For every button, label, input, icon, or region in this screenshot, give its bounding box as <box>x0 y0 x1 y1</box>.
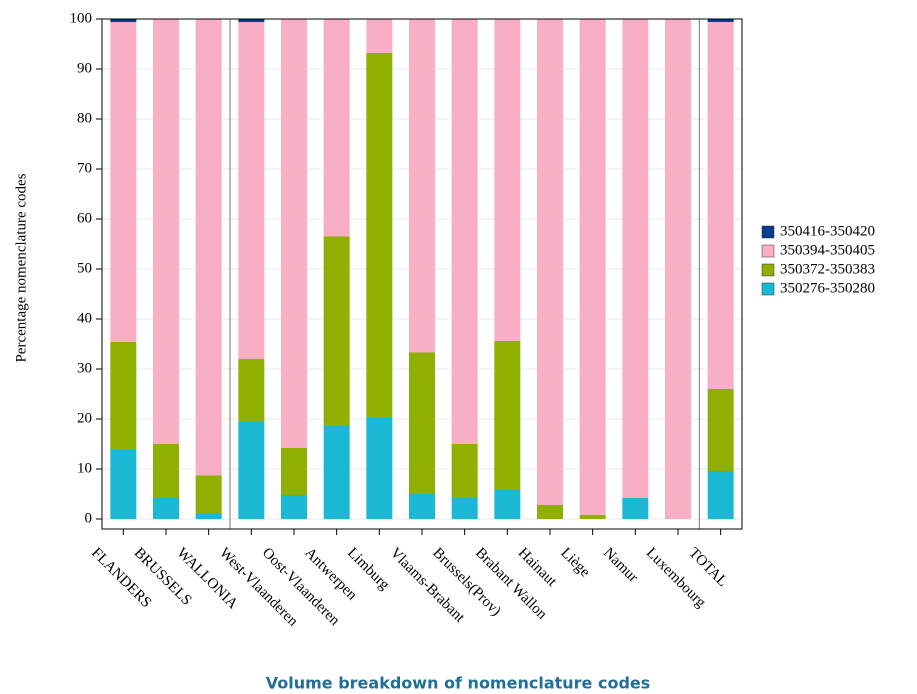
y-tick-label: 70 <box>77 160 92 176</box>
x-tick-label: Liège <box>557 545 593 581</box>
bar-segment <box>409 494 435 519</box>
bar-segment <box>622 19 649 498</box>
bar-segment <box>238 22 265 359</box>
bar-segment <box>579 515 606 519</box>
bar-segment <box>195 475 222 513</box>
bar-segment <box>195 19 222 476</box>
bar-segment <box>451 19 478 444</box>
bar-segment <box>153 444 179 498</box>
bar-segment <box>622 498 649 519</box>
bar-segment <box>451 444 478 498</box>
y-tick-label: 80 <box>77 110 92 126</box>
bar-segment <box>494 341 521 490</box>
bar-segment <box>409 352 435 494</box>
y-tick-label: 20 <box>77 410 92 426</box>
bar-segment <box>195 513 222 519</box>
y-tick-label: 50 <box>77 260 92 276</box>
bar-segment <box>238 421 265 519</box>
bar-segment <box>238 19 265 22</box>
bar-segment <box>494 490 521 519</box>
bar-segment <box>366 19 393 53</box>
y-tick-label: 10 <box>77 460 92 476</box>
bar-segment <box>153 498 179 519</box>
chart-title: Volume breakdown of nomenclature codes <box>266 674 651 693</box>
bar-segment <box>323 19 350 237</box>
y-tick-label: 30 <box>77 360 92 376</box>
bar-segment <box>238 359 265 422</box>
bar-segment <box>323 236 350 426</box>
legend-swatch <box>761 244 775 258</box>
bar-segment <box>707 19 734 22</box>
bar-segment <box>281 495 307 519</box>
x-tick-label: Vlaams-Brabant <box>387 545 468 626</box>
bar-segment <box>153 19 179 444</box>
legend-label: 350276-350280 <box>780 280 875 296</box>
bar-segment <box>323 426 350 519</box>
bar-segment <box>537 19 563 505</box>
bar-segment <box>665 19 691 519</box>
bar-segment <box>537 505 563 519</box>
bar-segment <box>110 449 137 519</box>
bar-segment <box>366 53 393 417</box>
y-axis-label: Percentage nomenclature codes <box>13 173 29 362</box>
plot-frame <box>101 18 743 530</box>
bar-segment <box>707 471 734 519</box>
bar-segment <box>494 19 521 341</box>
legend-swatch <box>761 282 775 296</box>
y-tick-label: 0 <box>85 510 93 526</box>
bar-segment <box>451 498 478 519</box>
y-tick-label: 40 <box>77 310 92 326</box>
bar-segment <box>110 22 137 342</box>
legend-label: 350372-350383 <box>780 261 875 277</box>
bar-segment <box>707 22 734 389</box>
y-tick-label: 100 <box>70 10 93 26</box>
y-tick-label: 90 <box>77 60 92 76</box>
bar-segment <box>707 389 734 471</box>
x-tick-label: West-Vlaanderen <box>216 545 301 630</box>
legend-swatch <box>761 263 775 277</box>
x-tick-label: Oost-Vlaanderen <box>259 545 343 629</box>
bar-segment <box>281 19 307 448</box>
legend-label: 350394-350405 <box>780 242 875 258</box>
bar-segment <box>366 417 393 519</box>
y-tick-label: 60 <box>77 210 92 226</box>
legend-swatch <box>761 225 775 239</box>
bar-segment <box>110 19 137 22</box>
bar-segment <box>110 342 137 449</box>
bar-segment <box>409 19 435 353</box>
bar-segment <box>579 19 606 515</box>
x-tick-label: Namur <box>600 545 641 586</box>
bar-segment <box>281 448 307 495</box>
legend-label: 350416-350420 <box>780 223 875 239</box>
